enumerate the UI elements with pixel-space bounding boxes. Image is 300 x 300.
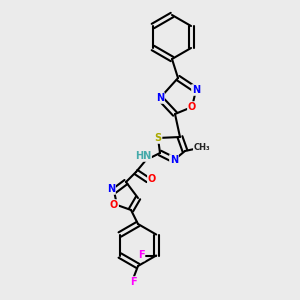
Text: S: S (154, 133, 162, 143)
Text: F: F (138, 250, 145, 260)
Text: N: N (156, 93, 164, 103)
Text: N: N (170, 155, 178, 165)
Text: O: O (188, 102, 196, 112)
Text: F: F (130, 277, 136, 287)
Text: CH₃: CH₃ (194, 143, 210, 152)
Text: N: N (192, 85, 200, 95)
Text: N: N (107, 184, 115, 194)
Text: O: O (110, 200, 118, 210)
Text: HN: HN (135, 151, 151, 161)
Text: O: O (148, 174, 156, 184)
